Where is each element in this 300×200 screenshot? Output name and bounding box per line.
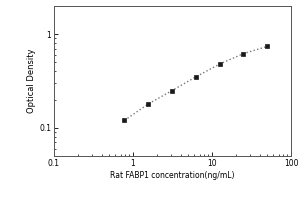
Y-axis label: Optical Density: Optical Density: [27, 49, 36, 113]
X-axis label: Rat FABP1 concentration(ng/mL): Rat FABP1 concentration(ng/mL): [110, 171, 235, 180]
